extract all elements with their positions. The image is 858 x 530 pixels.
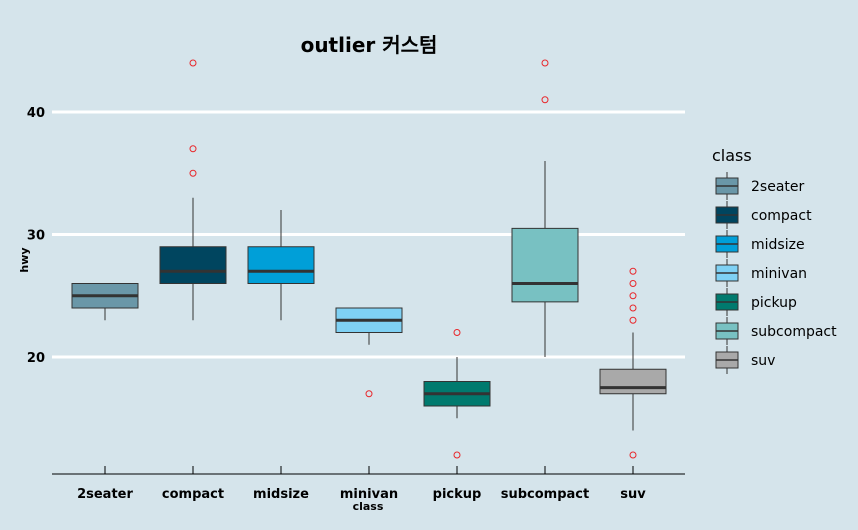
box-compact	[159, 59, 227, 321]
legend-label: suv	[751, 353, 775, 369]
legend-label: 2seater	[751, 179, 804, 195]
y-tick-labels: 20 30 40	[27, 106, 45, 366]
chart-title: outlier 커스텀	[301, 33, 438, 57]
legend-items: 2seater compact midsize minivan pickup subcom…	[715, 172, 837, 374]
gridlines	[52, 110, 685, 359]
legend-item-minivan: minivan	[715, 259, 807, 287]
box-body	[247, 246, 315, 284]
legend-label: subcompact	[751, 324, 837, 340]
x-tick-label-compact: compact	[162, 487, 224, 502]
x-tick-label-midsize: midsize	[253, 487, 309, 502]
legend-label: minivan	[751, 266, 807, 282]
box-body	[159, 246, 227, 284]
x-tick-labels: 2seater compact midsize minivan pickup subcom…	[77, 466, 646, 502]
box-minivan	[335, 307, 403, 398]
x-tick-label-2seater: 2seater	[77, 487, 133, 502]
legend-item-2seater: 2seater	[715, 172, 804, 200]
x-tick-label-minivan: minivan	[340, 487, 398, 502]
outlier-point	[629, 304, 637, 312]
y-tick-label: 20	[27, 351, 45, 366]
legend-item-suv: suv	[715, 346, 775, 374]
x-tick-label-suv: suv	[620, 487, 646, 502]
outlier-point	[629, 292, 637, 300]
x-tick-label-subcompact: subcompact	[501, 487, 589, 502]
legend-item-subcompact: subcompact	[715, 317, 837, 345]
box-body	[599, 368, 667, 395]
x-tick-label-pickup: pickup	[433, 487, 482, 502]
box-suv	[599, 267, 667, 459]
box-subcompact	[511, 59, 579, 357]
outlier-point	[629, 267, 637, 275]
legend-item-pickup: pickup	[715, 288, 797, 316]
outlier-point	[629, 451, 637, 459]
y-axis-title: hwy	[18, 247, 31, 272]
box-2seater	[71, 283, 139, 321]
legend-label: pickup	[751, 295, 797, 311]
box-midsize	[247, 210, 315, 321]
box-pickup	[423, 329, 491, 459]
outlier-point	[629, 316, 637, 324]
outlier-point	[453, 329, 461, 336]
legend: class 2seater compact midsize minivan pickup…	[712, 146, 837, 374]
legend-label: compact	[751, 208, 812, 224]
outlier-point	[189, 145, 197, 153]
outlier-point	[189, 169, 197, 177]
legend-item-compact: compact	[715, 201, 812, 229]
outlier-point	[541, 59, 549, 67]
outlier-point	[541, 96, 549, 104]
legend-label: midsize	[751, 237, 805, 253]
y-tick-label: 40	[27, 106, 45, 121]
boxes	[71, 59, 667, 459]
legend-item-midsize: midsize	[715, 230, 805, 258]
box-body	[511, 227, 579, 303]
outlier-point	[453, 451, 461, 459]
outlier-point	[629, 280, 637, 287]
legend-title: class	[712, 146, 752, 165]
outlier-point	[365, 390, 373, 398]
outlier-point	[189, 59, 197, 67]
x-axis-title: class	[353, 500, 384, 513]
y-tick-label: 30	[27, 229, 45, 244]
